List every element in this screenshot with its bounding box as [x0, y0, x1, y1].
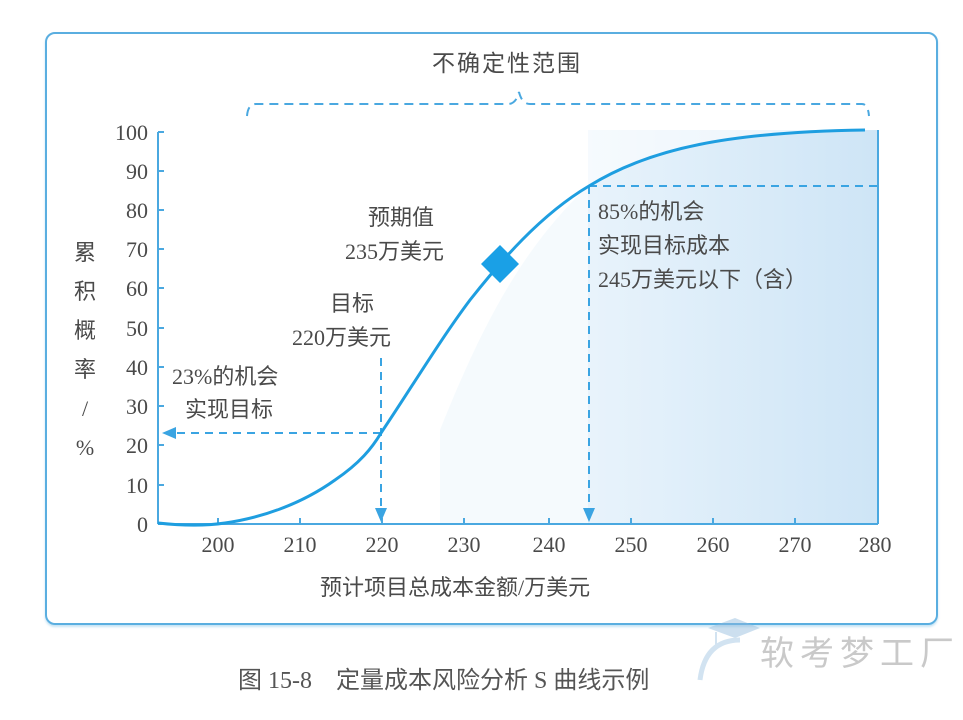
y-tick: 10: [126, 473, 148, 498]
x-tick: 230: [447, 532, 481, 557]
expected-value-diamond-marker: [481, 245, 519, 283]
y-axis: [157, 131, 164, 524]
chart-frame: [45, 32, 938, 625]
x-tick: 270: [778, 532, 812, 557]
uncertainty-range-title: 不确定性范围: [432, 51, 582, 76]
y-tick: 0: [137, 512, 148, 537]
x-tick: 250: [614, 532, 648, 557]
x-tick: 240: [532, 532, 566, 557]
y-label-char: 率: [73, 357, 96, 382]
chance-23-desc: 实现目标: [185, 397, 274, 422]
x-tick: 200: [201, 532, 235, 557]
target-label: 目标: [330, 291, 375, 316]
target-amount: 220万美元: [292, 325, 392, 350]
x-axis: [158, 130, 879, 525]
chance-23-label: 23%的机会: [172, 364, 279, 389]
x-axis-label: 预计项目总成本金额/万美元: [320, 575, 591, 600]
y-tick: 60: [126, 276, 148, 301]
y-tick: 20: [126, 433, 148, 458]
y-tick: 30: [126, 394, 148, 419]
x-tick: 260: [696, 532, 730, 557]
chance-85-label: 85%的机会: [598, 199, 705, 224]
expected-value-amount: 235万美元: [345, 239, 445, 264]
watermark-logo-icon: [697, 618, 760, 681]
y-tick: 90: [126, 159, 148, 184]
watermark-text: 软考梦工厂: [760, 634, 960, 674]
y-tick: 40: [126, 355, 148, 380]
y-label-char: 累: [73, 240, 96, 265]
uncertainty-brace: [246, 91, 870, 117]
y-tick: 50: [126, 316, 148, 341]
figure-caption: 图 15-8 定量成本风险分析 S 曲线示例: [238, 668, 650, 694]
x-tick: 220: [365, 532, 399, 557]
y-tick: 80: [126, 198, 148, 223]
x-tick: 280: [858, 532, 892, 557]
shaded-region: [440, 130, 878, 524]
expected-value-label: 预期值: [368, 205, 435, 230]
y-tick: 70: [126, 237, 148, 262]
chance-85-desc: 实现目标成本: [598, 233, 731, 258]
y-label-char: %: [75, 435, 95, 460]
y-label-char: 概: [73, 318, 96, 343]
s-curve-line: [157, 128, 866, 527]
x-tick: 210: [283, 532, 317, 557]
y-axis-label: 累 积 概 率 / %: [70, 233, 100, 467]
y-tick: 100: [115, 120, 148, 145]
y-label-char: /: [81, 396, 89, 421]
y-label-char: 积: [73, 279, 96, 304]
arrowheads: [162, 427, 595, 522]
chance-85-amount: 245万美元以下（含）: [598, 267, 808, 292]
